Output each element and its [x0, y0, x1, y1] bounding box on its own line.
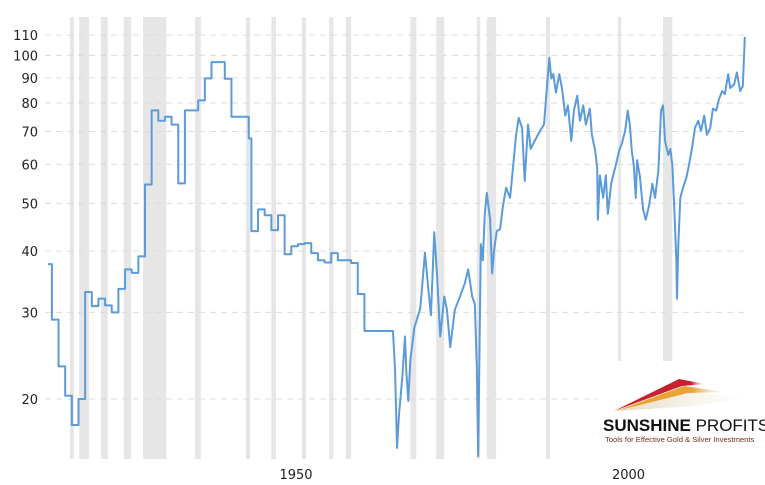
- shaded-period-band: [123, 17, 132, 459]
- logo-name: SUNSHINE PROFITS: [603, 416, 765, 435]
- y-tick-label: 50: [21, 197, 38, 212]
- y-tick-label: 30: [21, 306, 38, 321]
- y-tick-label: 110: [13, 29, 38, 44]
- x-tick-label: 2000: [612, 468, 645, 483]
- shaded-period-band: [617, 17, 622, 361]
- x-tick-label: 1950: [279, 468, 312, 483]
- shaded-period-band: [410, 17, 417, 459]
- shaded-period-band: [329, 17, 334, 459]
- shaded-period-band: [436, 17, 445, 459]
- shaded-period-band: [301, 17, 306, 459]
- shaded-periods: [69, 17, 673, 459]
- shaded-period-band: [663, 17, 673, 361]
- y-tick-label: 60: [21, 158, 38, 173]
- shaded-period-band: [101, 17, 108, 459]
- logo-tagline: Tools for Effective Gold & Silver Invest…: [605, 435, 754, 444]
- sunshine-profits-logo: SUNSHINE PROFITS Tools for Effective Gol…: [598, 362, 765, 458]
- y-tick-label: 100: [13, 49, 38, 64]
- shaded-period-band: [345, 17, 352, 459]
- shaded-period-band: [69, 17, 74, 459]
- shaded-period-band: [79, 17, 90, 459]
- logo-swoosh-cream: [618, 392, 745, 411]
- shaded-period-band: [194, 17, 201, 459]
- logo-swoosh-orange: [616, 386, 725, 411]
- shaded-period-band: [246, 17, 251, 459]
- y-axis-ticks: 110 100 90 80 70 60 50 40 30 20: [13, 29, 38, 408]
- shaded-period-band: [143, 17, 167, 459]
- y-tick-label: 80: [21, 97, 38, 112]
- y-tick-label: 70: [21, 125, 38, 140]
- x-axis-ticks: 1950 2000: [279, 468, 645, 483]
- shaded-period-band: [476, 17, 481, 459]
- y-tick-label: 90: [21, 72, 38, 87]
- y-tick-label: 20: [21, 393, 38, 408]
- shaded-period-band: [545, 17, 550, 459]
- ratio-series-line: [47, 36, 746, 458]
- y-tick-label: 40: [21, 245, 38, 260]
- shaded-period-band: [271, 17, 276, 459]
